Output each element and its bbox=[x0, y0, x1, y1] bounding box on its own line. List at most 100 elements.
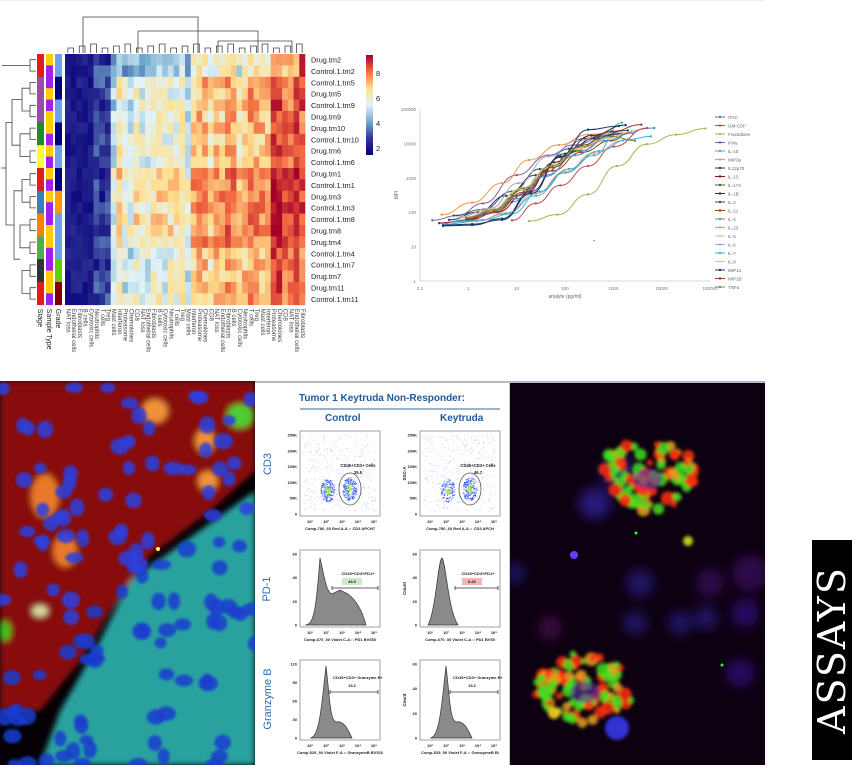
gate-label: CD45+CD3+PD1+ bbox=[461, 571, 495, 576]
svg-text:10³: 10³ bbox=[339, 743, 345, 748]
column-header-control: Control bbox=[325, 413, 361, 424]
heatmap-row-label: Control.1.tm3 bbox=[311, 204, 355, 213]
flow-plot: 250K 200K 150K 100K 50K 0 10¹ 10² 10³ 10⁴ 10⁵ Comp-… bbox=[287, 430, 381, 531]
svg-text:10⁴: 10⁴ bbox=[475, 630, 481, 635]
gate-value: 15.2 bbox=[468, 683, 477, 688]
heatmap-column-label: Interferon bbox=[116, 309, 122, 335]
gate-label: CD45+CD3+ Granzyme B+ bbox=[333, 675, 383, 680]
stray-point bbox=[593, 239, 595, 242]
svg-text:100K: 100K bbox=[407, 480, 417, 485]
svg-text:10²: 10² bbox=[443, 519, 449, 524]
curve-line bbox=[449, 132, 626, 221]
svg-text:10⁵: 10⁵ bbox=[491, 519, 497, 524]
heatmap-column-label: Cytotoxic cells bbox=[87, 309, 93, 347]
flow-y-axis-label: SSC-A bbox=[402, 466, 407, 481]
svg-text:60: 60 bbox=[413, 662, 418, 667]
heatmap-column-label: Neutrophils bbox=[242, 309, 248, 339]
colorbar-tick: 6 bbox=[376, 94, 380, 103]
heatmap-row-label: Control.1.tm6 bbox=[311, 158, 355, 167]
y-tick-label: 10000 bbox=[403, 141, 416, 146]
legend-label: IL-7 bbox=[728, 251, 736, 256]
legend-label: MIP3a bbox=[728, 157, 742, 162]
legend-label: TNFa bbox=[728, 285, 740, 290]
flow-x-axis-label: Comp-780_60 Red A-A :: CD3 APCH7 bbox=[305, 526, 376, 531]
svg-text:10⁴: 10⁴ bbox=[355, 743, 361, 748]
svg-text:10¹: 10¹ bbox=[427, 743, 433, 748]
svg-text:10³: 10³ bbox=[459, 743, 465, 748]
x-tick-label: 100 bbox=[561, 286, 569, 291]
heatmap-column-label: NAT loss bbox=[287, 309, 293, 333]
legend-label: IL-2 bbox=[728, 200, 736, 205]
curve-legend: ITAC GM-CSF Fractalkine IFNy IL-10 MIP3a IL12p… bbox=[715, 115, 751, 290]
svg-text:10¹: 10¹ bbox=[307, 743, 313, 748]
heatmap-column-label: Endothelial cells bbox=[70, 309, 76, 352]
gate-label: CD45+CD3+ Granzyme B+ bbox=[453, 675, 503, 680]
heatmap-column-label: CD8 bbox=[282, 309, 288, 322]
legend-label: MIP1B bbox=[728, 276, 742, 281]
heatmap-column-label: Proteasome bbox=[122, 309, 128, 342]
flow-plot: 120 90 60 30 0 10¹ 10² 10³ 10⁴ 10⁵ Comp-525_50 Vio… bbox=[290, 659, 384, 755]
svg-text:10³: 10³ bbox=[459, 630, 465, 635]
heatmap-column-label: B cells bbox=[156, 309, 162, 327]
flow-x-axis-label: Comp-525_50 Violet F-A :: GranzymeB BV51… bbox=[297, 750, 384, 755]
flow-cytometry-panel: Tumor 1 Keytruda Non-Responder: Control … bbox=[255, 381, 510, 765]
svg-text:10⁵: 10⁵ bbox=[371, 743, 377, 748]
svg-text:10³: 10³ bbox=[459, 519, 465, 524]
heatmap-row-label: Drug.tm11 bbox=[311, 284, 345, 293]
svg-text:10⁵: 10⁵ bbox=[491, 743, 497, 748]
x-tick-label: 1 bbox=[467, 286, 470, 291]
column-header-keytruda: Keytruda bbox=[440, 413, 484, 424]
heatmap-row-label: Drug.tm9 bbox=[311, 113, 341, 122]
svg-text:0: 0 bbox=[415, 512, 418, 517]
flow-plot: 250K 200K 150K 100K 50K 0 10¹ 10² 10³ 10⁴ 10⁵ Comp-… bbox=[402, 430, 501, 531]
legend-label: IL-23 bbox=[728, 225, 739, 230]
svg-text:10²: 10² bbox=[323, 630, 329, 635]
heatmap-column-label: Mast cells bbox=[185, 309, 191, 336]
svg-text:60: 60 bbox=[413, 552, 418, 557]
heatmap-row-label: Control.1.tm11 bbox=[311, 295, 358, 304]
svg-text:20: 20 bbox=[413, 599, 418, 604]
gate-value: 35.5 bbox=[354, 470, 363, 475]
svg-text:10¹: 10¹ bbox=[427, 630, 433, 635]
svg-text:250K: 250K bbox=[287, 433, 297, 438]
x-tick-label: 100000 bbox=[702, 286, 718, 291]
standard-curve-panel: 100000 10000 1000 100 10 1 0.1 1 10 100 1000 10000 1… bbox=[380, 0, 764, 375]
svg-text:150K: 150K bbox=[287, 464, 297, 469]
histogram bbox=[429, 665, 473, 739]
heatmap-column-label: Chemokines bbox=[202, 309, 208, 342]
annotation-label: Stage bbox=[36, 309, 43, 327]
svg-text:10⁵: 10⁵ bbox=[491, 630, 497, 635]
svg-text:10²: 10² bbox=[443, 630, 449, 635]
gate-value: 46.7 bbox=[474, 470, 483, 475]
heatmap-row-label: Drug.tm4 bbox=[311, 238, 341, 247]
heatmap-column-label: Interferon bbox=[265, 309, 271, 335]
heatmap-column-label: Mast cells bbox=[259, 309, 265, 336]
legend-label: IFNy bbox=[728, 140, 738, 145]
y-tick-label: 10 bbox=[411, 245, 417, 250]
y-axis-title: MFI bbox=[394, 191, 400, 200]
heatmap-column-label: NAT loss bbox=[213, 309, 219, 333]
legend-label: MIP1a bbox=[728, 268, 742, 273]
svg-text:120: 120 bbox=[290, 662, 297, 667]
heatmap-column-label: CD8 bbox=[133, 309, 139, 322]
svg-text:100K: 100K bbox=[287, 480, 297, 485]
column-dendrogram bbox=[67, 16, 303, 53]
flow-x-axis-label: Comp-670_30 Violet C-A :: PD1 BV65 bbox=[425, 637, 496, 642]
x-tick-label: 0.1 bbox=[417, 286, 424, 291]
svg-text:30: 30 bbox=[293, 717, 298, 722]
svg-text:20: 20 bbox=[293, 599, 298, 604]
tissue-fluorescence-image bbox=[0, 381, 255, 765]
svg-text:0: 0 bbox=[295, 736, 298, 741]
heatmap-column-label: NAT loss bbox=[65, 309, 71, 333]
gate-value: 48.5 bbox=[348, 579, 357, 584]
colorbar-tick: 4 bbox=[376, 119, 380, 128]
flow-plot: 60 40 20 0 10¹ 10² 10³ 10⁴ 10⁵ Comp-670_30 Violet… bbox=[402, 549, 501, 642]
legend-label: IL-5 bbox=[728, 234, 736, 239]
svg-text:10³: 10³ bbox=[339, 630, 345, 635]
heatmap-row-label: Control.1.tm8 bbox=[311, 215, 355, 224]
curve-line bbox=[441, 131, 618, 216]
legend-label: IL12p70 bbox=[728, 166, 745, 171]
svg-text:60: 60 bbox=[293, 552, 298, 557]
svg-text:10⁴: 10⁴ bbox=[355, 519, 361, 524]
